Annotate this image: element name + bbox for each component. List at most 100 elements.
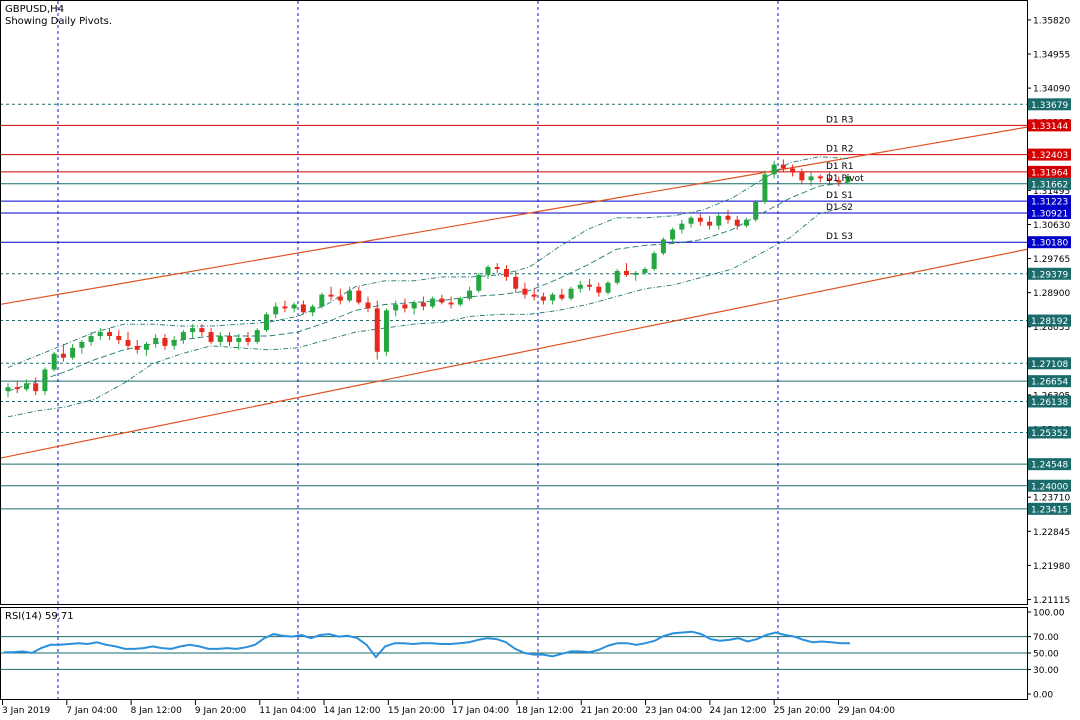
candle-body (605, 282, 611, 293)
candle-body (476, 274, 482, 291)
level-tag-label: 1.26654 (1031, 378, 1068, 388)
price-tick-label: 1.35820 (1033, 16, 1070, 26)
candle-body (51, 353, 57, 370)
trend-channel (0, 126, 1028, 459)
level-tag-label: 1.29379 (1031, 270, 1068, 280)
pivot-tag-label: 1.31662 (1031, 180, 1068, 190)
candle-body (263, 314, 269, 331)
time-tick-label: 17 Jan 04:00 (452, 706, 509, 716)
chart-symbol: GBPUSD,H4 (5, 4, 65, 15)
pivot-label: D1 S1 (826, 191, 853, 201)
price-tick-label: 1.30630 (1033, 221, 1070, 231)
candle-body (633, 272, 639, 275)
level-tag-label: 1.27108 (1031, 360, 1068, 370)
candle-body (42, 369, 48, 392)
candle-body (254, 330, 260, 342)
candle-body (762, 174, 768, 202)
pivot-tag (1028, 119, 1071, 132)
candle-body (660, 239, 666, 254)
pivot-label: D1 R2 (826, 145, 854, 155)
candle-body (374, 308, 380, 352)
candle-body (180, 332, 186, 340)
time-tick-label: 18 Jan 12:00 (516, 706, 573, 716)
candle-body (679, 223, 685, 230)
rsi-title: RSI(14) 59.71 (5, 611, 74, 622)
pivot-label: D1 R3 (826, 115, 854, 125)
candle-body (697, 217, 703, 222)
price-tick-label: 1.34955 (1033, 51, 1070, 61)
candle-body (383, 310, 389, 352)
pivot-tag (1028, 148, 1071, 161)
candle-body (550, 294, 556, 301)
candle-body (540, 296, 546, 301)
candle-body (291, 304, 297, 309)
candle-body (485, 267, 491, 275)
pivot-tag-label: 1.31964 (1031, 168, 1068, 178)
time-tick-label: 11 Jan 04:00 (259, 706, 316, 716)
candle-body (365, 302, 371, 309)
candle-body (310, 306, 316, 313)
candle-body (217, 336, 223, 342)
candle-body (245, 337, 251, 342)
pivot-tag (1028, 177, 1071, 190)
candle-body (227, 336, 233, 342)
bollinger-lower (7, 205, 849, 418)
candle-body (651, 253, 657, 269)
time-tick-label: 9 Jan 20:00 (195, 706, 247, 716)
level-tag-label: 1.28192 (1031, 317, 1068, 327)
candle-body (845, 176, 851, 183)
candle-body (817, 176, 823, 179)
candle-body (79, 341, 85, 348)
price-tick-label: 1.29765 (1033, 255, 1070, 265)
time-tick-label: 14 Jan 12:00 (324, 706, 381, 716)
day-separators (57, 1, 779, 700)
level-tag (1028, 357, 1071, 370)
candle-body (725, 215, 731, 220)
candle-body (328, 294, 334, 297)
time-tick-label: 8 Jan 12:00 (131, 706, 183, 716)
candle-body (411, 302, 417, 309)
candle-body (430, 298, 436, 307)
price-tick-label: 1.21115 (1033, 596, 1070, 606)
time-axis: 3 Jan 2019 7 Jan 04:00 8 Jan 12:00 9 Jan 20… (2, 700, 895, 716)
level-tag (1028, 314, 1071, 327)
candle-body (753, 202, 759, 220)
candle-body (467, 290, 473, 299)
candle-body (33, 383, 39, 392)
channel-lower (0, 248, 1028, 459)
time-tick-label: 25 Jan 20:00 (774, 706, 831, 716)
level-tag (1028, 426, 1071, 439)
candle-body (60, 353, 66, 358)
candle-body (623, 270, 629, 275)
candle-body (273, 306, 279, 315)
pivot-tag-label: 1.30921 (1031, 209, 1068, 219)
candle-body (513, 276, 519, 289)
candle-body (162, 337, 168, 346)
time-tick-label: 29 Jan 04:00 (838, 706, 895, 716)
rsi-tick-label: 0.00 (1033, 691, 1053, 701)
candle-body (503, 269, 509, 277)
candle-body (688, 217, 694, 224)
level-tag (1028, 479, 1071, 492)
candle-body (420, 302, 426, 307)
candle-body (97, 332, 103, 336)
candle-body (190, 328, 196, 333)
level-tag (1028, 395, 1071, 408)
price-tick-label: 1.23710 (1033, 494, 1070, 504)
rsi-frame (0, 607, 1028, 700)
price-tick-label: 1.21980 (1033, 562, 1070, 572)
candle-body (5, 387, 11, 392)
candle-body (356, 290, 362, 303)
candle-body (199, 328, 205, 333)
candle-body (522, 288, 528, 295)
candle-body (14, 387, 20, 390)
level-tag-label: 1.23415 (1031, 505, 1068, 515)
level-tag-label: 1.24548 (1031, 461, 1068, 471)
level-tag-label: 1.33679 (1031, 101, 1068, 111)
pivot-label: D1 S2 (826, 203, 853, 213)
pivot-label: D1 R1 (826, 162, 854, 172)
candle-body (236, 337, 242, 342)
rsi-tick-label: 70.00 (1033, 633, 1059, 643)
candle-body (577, 284, 583, 289)
